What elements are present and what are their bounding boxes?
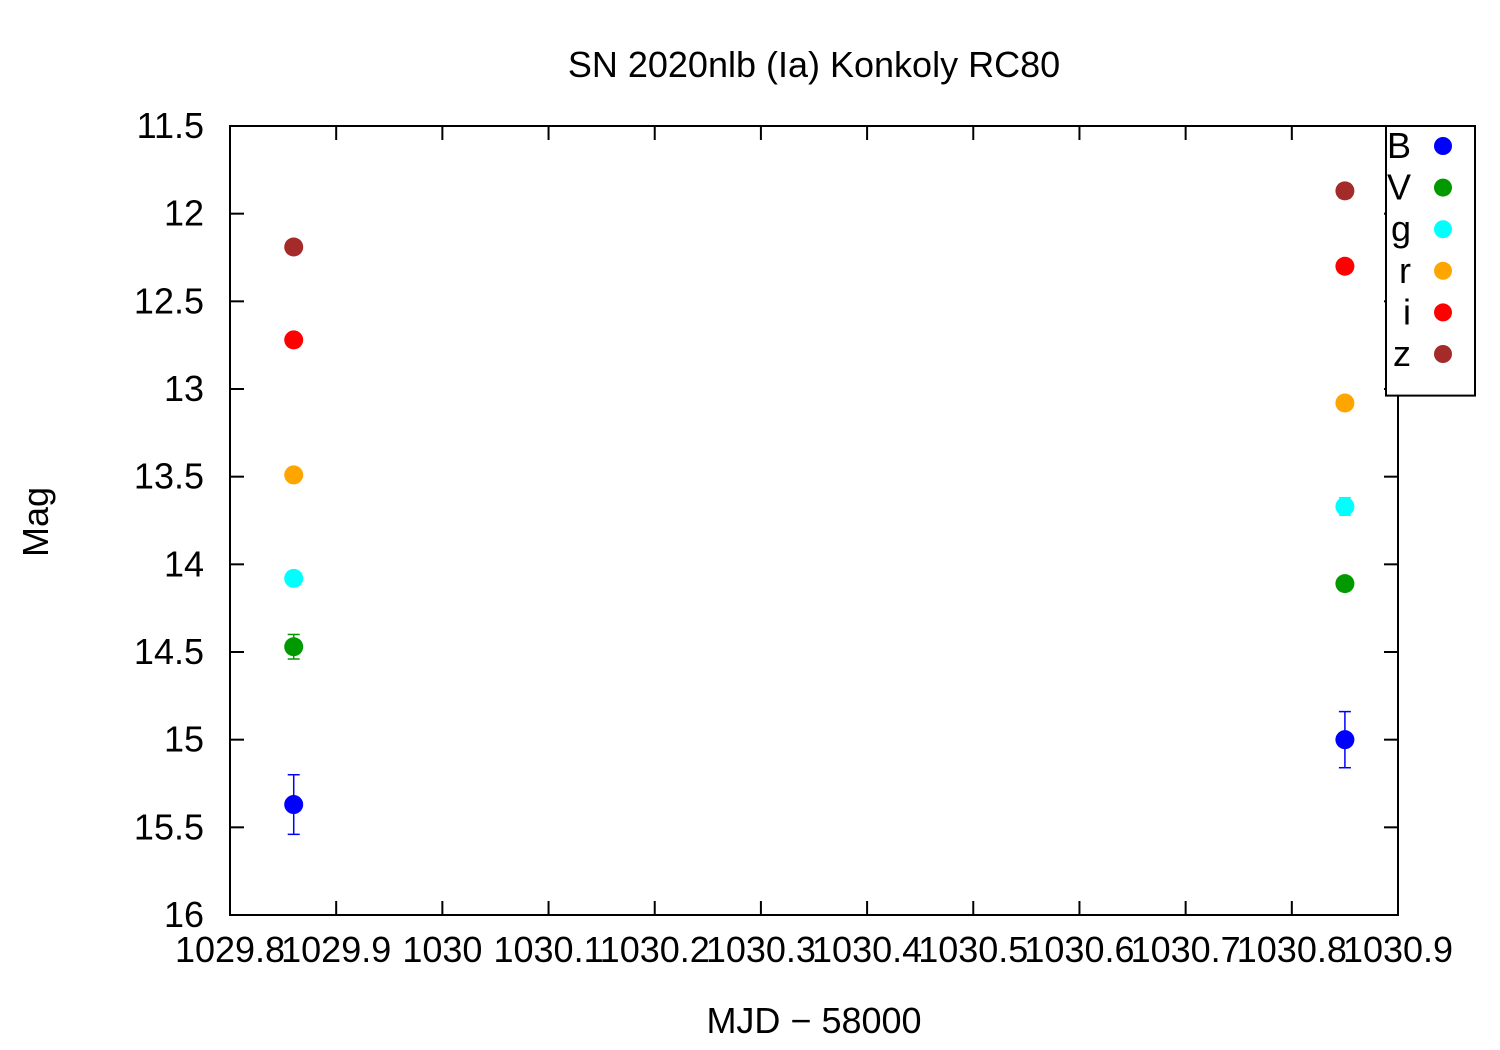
legend-label: r <box>1399 250 1411 291</box>
y-tick-label: 12 <box>164 193 204 234</box>
x-tick-label: 1030.9 <box>1343 929 1453 970</box>
legend-label: z <box>1393 333 1411 374</box>
data-point <box>284 237 304 257</box>
plot-frame <box>229 125 1399 916</box>
legend-marker <box>1434 345 1452 363</box>
legend-marker <box>1434 220 1452 239</box>
y-tick-label: 14.5 <box>134 631 204 672</box>
data-point <box>1335 496 1355 516</box>
y-axis-label: Mag <box>15 487 56 557</box>
series-V <box>284 574 1355 660</box>
x-tick-label: 1030 <box>402 929 482 970</box>
legend-label: V <box>1387 167 1411 208</box>
data-point <box>284 637 304 657</box>
data-marks <box>284 181 1355 836</box>
data-point <box>1335 574 1355 594</box>
y-tick-label: 13 <box>164 368 204 409</box>
chart-title: SN 2020nlb (Ia) Konkoly RC80 <box>568 44 1060 85</box>
data-point <box>284 465 304 485</box>
data-point <box>1335 256 1355 276</box>
data-point <box>284 795 304 815</box>
series-z <box>284 181 1355 257</box>
legend-label: g <box>1391 208 1411 249</box>
x-tick-label: 1030.6 <box>1024 929 1134 970</box>
series-g <box>284 496 1355 588</box>
data-point <box>1335 393 1355 413</box>
x-tick-label: 1030.5 <box>918 929 1028 970</box>
x-tick-label: 1030.3 <box>706 929 816 970</box>
y-tick-label: 12.5 <box>134 280 204 321</box>
axis-ticks <box>229 125 1399 916</box>
legend-marker <box>1434 178 1452 197</box>
legend-marker <box>1434 303 1452 322</box>
x-tick-label: 1030.7 <box>1131 929 1241 970</box>
y-tick-label: 15.5 <box>134 806 204 847</box>
x-tick-label: 1030.2 <box>600 929 710 970</box>
y-tick-label: 13.5 <box>134 456 204 497</box>
data-point <box>1335 730 1355 750</box>
x-tick-label: 1030.8 <box>1237 929 1347 970</box>
legend-label: B <box>1387 125 1411 166</box>
x-axis-label: MJD − 58000 <box>706 1000 921 1041</box>
y-tick-label: 14 <box>164 543 204 584</box>
series-i <box>284 256 1355 350</box>
y-tick-label: 15 <box>164 719 204 760</box>
data-point <box>284 330 304 350</box>
legend-marker <box>1434 261 1452 280</box>
series-B <box>284 710 1355 836</box>
x-tick-label: 1030.1 <box>493 929 603 970</box>
x-tick-label: 1030.4 <box>812 929 922 970</box>
y-tick-label: 11.5 <box>137 105 204 146</box>
x-tick-label: 1029.9 <box>281 929 391 970</box>
legend-box <box>1385 125 1476 397</box>
series-r <box>284 393 1355 485</box>
y-tick-label: 16 <box>164 894 204 935</box>
data-point <box>284 568 304 588</box>
x-tick-label: 1029.8 <box>175 929 285 970</box>
legend-marker <box>1434 137 1452 155</box>
legend-label: i <box>1403 291 1411 332</box>
data-point <box>1335 181 1355 201</box>
